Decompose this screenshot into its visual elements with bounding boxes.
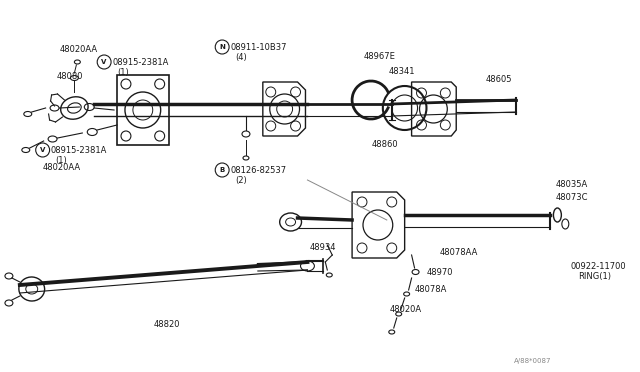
Text: 48605: 48605 [486, 75, 513, 84]
Text: 08126-82537: 08126-82537 [230, 166, 286, 175]
Text: 08915-2381A: 08915-2381A [112, 58, 168, 67]
Text: RING(1): RING(1) [578, 272, 611, 281]
Text: 48934: 48934 [310, 243, 336, 252]
Text: (2): (2) [235, 176, 247, 185]
Text: V: V [102, 59, 107, 65]
Text: 48860: 48860 [372, 140, 399, 149]
Text: (1): (1) [117, 68, 129, 77]
Text: 00922-11700: 00922-11700 [570, 262, 626, 271]
Text: 48020AA: 48020AA [43, 163, 81, 172]
Text: 48035A: 48035A [556, 180, 588, 189]
Text: 48073C: 48073C [556, 193, 588, 202]
Text: 48341: 48341 [388, 67, 415, 76]
Text: 48020A: 48020A [390, 305, 422, 314]
Text: (4): (4) [235, 53, 247, 62]
Text: (1): (1) [56, 156, 67, 165]
Text: V: V [40, 147, 45, 153]
Text: 48078AA: 48078AA [440, 248, 477, 257]
Text: 48970: 48970 [426, 268, 453, 277]
Text: 48078A: 48078A [415, 285, 447, 294]
Text: N: N [220, 44, 225, 50]
Text: A/88*0087: A/88*0087 [514, 358, 551, 364]
Text: 48020AA: 48020AA [60, 45, 98, 54]
Text: 48820: 48820 [154, 320, 180, 329]
Text: 08911-10B37: 08911-10B37 [230, 43, 287, 52]
Text: 48967E: 48967E [364, 52, 396, 61]
Text: 08915-2381A: 08915-2381A [51, 146, 107, 155]
Text: B: B [220, 167, 225, 173]
Text: 48080: 48080 [56, 72, 83, 81]
